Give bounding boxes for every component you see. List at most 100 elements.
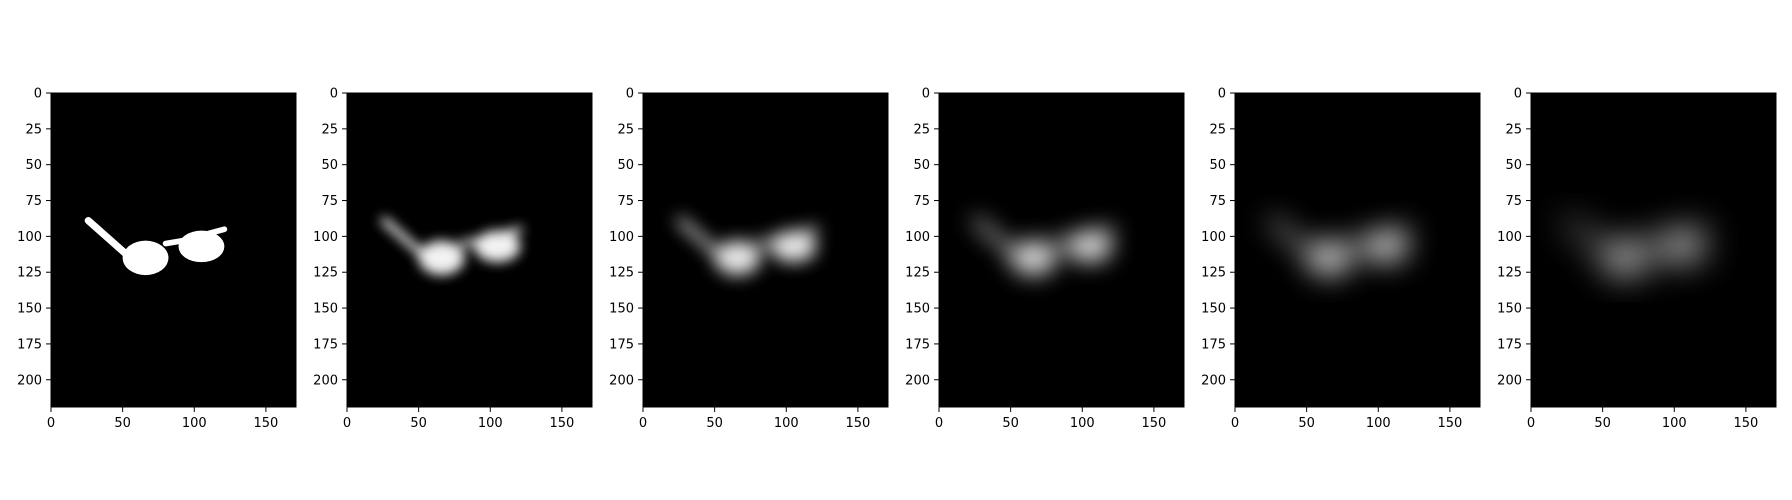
y-tick-label: 25 (1209, 122, 1226, 137)
y-tick-label: 0 (34, 87, 42, 102)
arm-left (972, 217, 1018, 258)
y-tick-label: 25 (617, 122, 634, 137)
y-tick-label: 200 (609, 373, 634, 388)
arm-left (1268, 217, 1314, 258)
y-tick-label: 0 (626, 87, 634, 102)
y-tick-label: 175 (905, 337, 930, 352)
y-tick-label: 125 (609, 266, 634, 281)
x-tick-label: 50 (1002, 416, 1019, 431)
x-tick-label: 100 (1662, 416, 1687, 431)
image-panel-1: 0 50 100 150 0 25 50 75 100 125 150 175 200 (17, 87, 297, 431)
x-tick-label: 100 (1070, 416, 1095, 431)
arm-right (501, 226, 524, 237)
bridge (162, 237, 186, 247)
y-tick-label: 50 (913, 158, 930, 173)
x-tick-label: 50 (410, 416, 427, 431)
y-tick-label: 50 (25, 158, 42, 173)
image-panel-5: 0 50 100 150 0 25 50 75 100 125 150 175 200 (1201, 87, 1481, 431)
x-tick-label: 0 (1527, 416, 1535, 431)
image-background (939, 93, 1184, 407)
x-tick-label: 0 (1231, 416, 1239, 431)
x-tick-label: 50 (1298, 416, 1315, 431)
y-tick-label: 125 (1497, 266, 1522, 281)
image-background (643, 93, 888, 407)
y-tick-label: 100 (17, 230, 42, 245)
x-tick-label: 0 (639, 416, 647, 431)
y-tick-label: 200 (17, 373, 42, 388)
lens-1 (1602, 240, 1649, 276)
x-tick-label: 150 (1733, 416, 1758, 431)
image-background (1235, 93, 1480, 407)
x-tick-label: 150 (549, 416, 574, 431)
axes-frame (938, 92, 1185, 408)
arm-left (380, 217, 426, 258)
y-tick-label: 175 (1201, 337, 1226, 352)
y-tick-label: 75 (913, 194, 930, 209)
arm-right (1685, 226, 1708, 237)
arm-right (205, 226, 228, 237)
bridge (458, 237, 482, 247)
y-tick-label: 150 (1201, 302, 1226, 317)
lens-1 (418, 240, 465, 276)
x-tick-label: 100 (1366, 416, 1391, 431)
y-tick-label: 25 (321, 122, 338, 137)
sunglasses-shape (84, 217, 228, 276)
y-tick-label: 0 (330, 87, 338, 102)
sunglasses-shape (676, 217, 820, 276)
y-tick-label: 150 (905, 302, 930, 317)
y-tick-label: 0 (922, 87, 930, 102)
axes-frame (642, 92, 889, 408)
x-tick-label: 100 (478, 416, 503, 431)
y-tick-label: 25 (1505, 122, 1522, 137)
y-tick-label: 125 (905, 266, 930, 281)
y-tick-label: 200 (1497, 373, 1522, 388)
y-tick-label: 50 (617, 158, 634, 173)
x-tick-label: 0 (47, 416, 55, 431)
axes-frame (1234, 92, 1481, 408)
x-tick-label: 150 (1141, 416, 1166, 431)
y-tick-label: 100 (1201, 230, 1226, 245)
bridge (1050, 237, 1074, 247)
lens-2 (1066, 230, 1113, 263)
x-tick-label: 150 (253, 416, 278, 431)
image-background (347, 93, 592, 407)
y-tick-label: 75 (321, 194, 338, 209)
bridge (1346, 237, 1370, 247)
arm-left (676, 217, 722, 258)
y-tick-label: 175 (313, 337, 338, 352)
y-tick-label: 200 (1201, 373, 1226, 388)
bridge (1642, 237, 1666, 247)
arm-right (1093, 226, 1116, 237)
y-tick-label: 150 (609, 302, 634, 317)
image-background (1531, 93, 1776, 407)
y-tick-label: 50 (321, 158, 338, 173)
y-tick-label: 0 (1514, 87, 1522, 102)
y-tick-label: 75 (617, 194, 634, 209)
image-background (51, 93, 296, 407)
y-tick-label: 75 (1209, 194, 1226, 209)
y-tick-label: 100 (609, 230, 634, 245)
y-tick-label: 100 (905, 230, 930, 245)
x-tick-label: 50 (114, 416, 131, 431)
x-tick-label: 0 (935, 416, 943, 431)
y-tick-label: 0 (1218, 87, 1226, 102)
x-tick-label: 50 (1594, 416, 1611, 431)
y-tick-label: 125 (17, 266, 42, 281)
image-panel-3: 0 50 100 150 0 25 50 75 100 125 150 175 200 (609, 87, 889, 431)
lens-2 (770, 230, 817, 263)
bridge (754, 237, 778, 247)
arm-left (1564, 217, 1610, 258)
x-tick-label: 50 (706, 416, 723, 431)
y-tick-label: 125 (313, 266, 338, 281)
x-tick-label: 150 (845, 416, 870, 431)
y-tick-label: 175 (609, 337, 634, 352)
lens-2 (1362, 230, 1409, 263)
axes-frame (346, 92, 593, 408)
y-tick-label: 200 (905, 373, 930, 388)
arm-right (1389, 226, 1412, 237)
sunglasses-shape (972, 217, 1116, 276)
x-tick-label: 0 (343, 416, 351, 431)
y-tick-label: 100 (313, 230, 338, 245)
y-tick-label: 25 (25, 122, 42, 137)
